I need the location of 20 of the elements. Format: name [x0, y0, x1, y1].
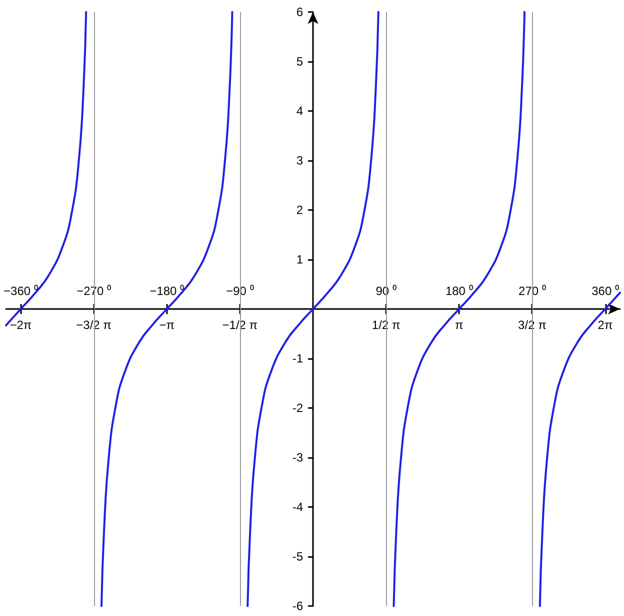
- y-tick-label: 6: [296, 5, 304, 19]
- y-tick-label: 2: [296, 203, 304, 217]
- x-tick-label: −π: [159, 318, 175, 332]
- y-tick-label: -4: [292, 500, 304, 514]
- x2-tick-label: 180 ⁰: [445, 284, 473, 298]
- x-tick-label: −2π: [10, 318, 32, 332]
- y-tick-label: 3: [296, 154, 304, 168]
- x2-tick-label: 360 ⁰: [592, 284, 619, 298]
- x-tick-label: 2π: [598, 318, 613, 332]
- y-tick-label: -5: [292, 550, 304, 564]
- y-tick-label: 1: [296, 252, 304, 266]
- y-tick-label: -1: [292, 352, 304, 366]
- x-tick-label: π: [454, 318, 464, 332]
- y-tick-label: -2: [292, 401, 304, 415]
- x2-tick-label: 270 ⁰: [518, 284, 546, 298]
- y-tick-label: 5: [296, 54, 304, 68]
- y-tick-label: 4: [296, 104, 304, 118]
- x2-tick-label: −270 ⁰: [76, 284, 111, 298]
- y-tick-label: -3: [292, 450, 304, 464]
- y-tick-label: -6: [292, 599, 304, 613]
